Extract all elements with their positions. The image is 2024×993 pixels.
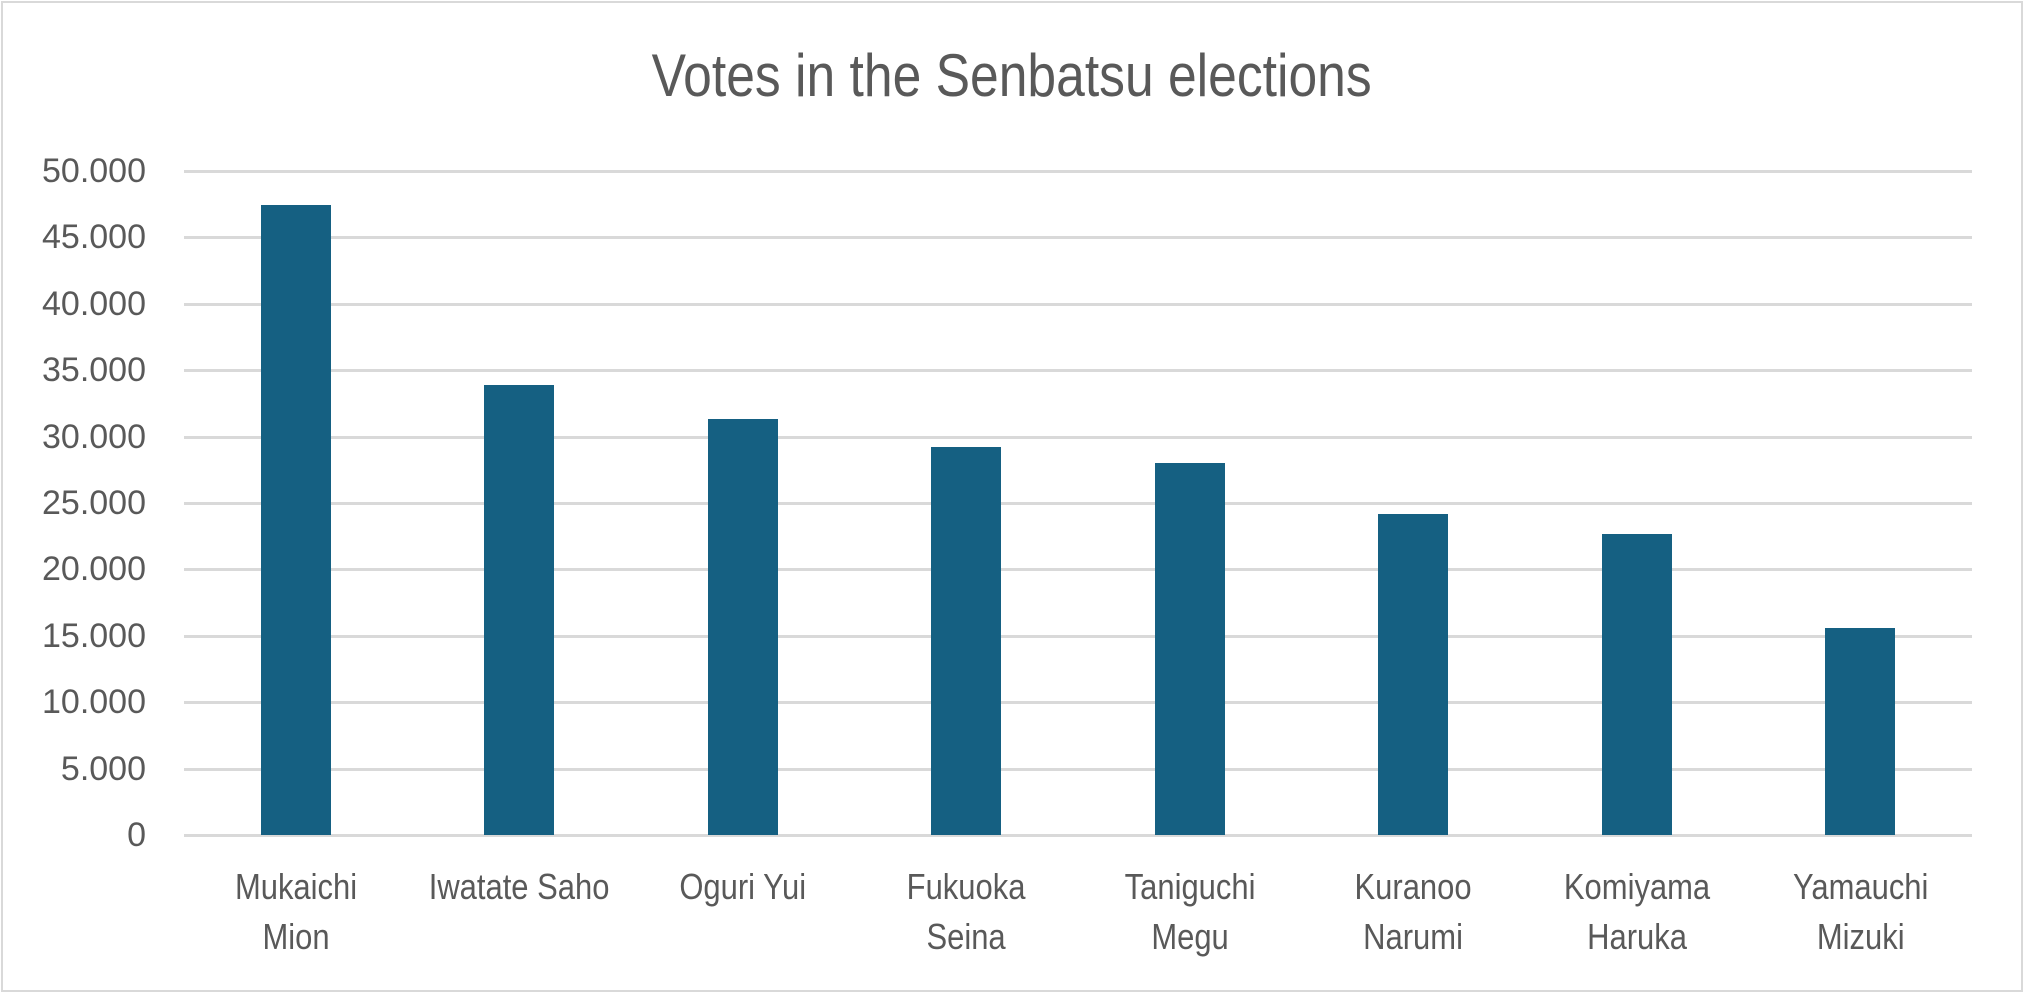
x-category-label: Kuranoo Narumi (1302, 862, 1526, 962)
x-axis-baseline (184, 834, 1972, 837)
y-tick-label: 15.000 (42, 616, 146, 655)
bar (1378, 513, 1449, 835)
gridline (184, 435, 1972, 439)
y-tick-label: 45.000 (42, 218, 146, 257)
x-axis: Mukaichi Mion Iwatate Saho Oguri Yui Fukuok… (184, 862, 1972, 972)
x-category-label: Mukaichi Mion (184, 862, 408, 962)
x-category-label-text: Yamauchi Mizuki (1792, 866, 1928, 957)
chart-title: Votes in the Senbatsu elections (0, 36, 2024, 116)
x-category-label-text: Komiyama Haruka (1563, 866, 1710, 957)
bar (707, 419, 778, 835)
gridline (184, 634, 1972, 638)
chart-title-text: Votes in the Senbatsu elections (651, 42, 1373, 109)
x-category-label-text: Kuranoo Narumi (1354, 866, 1472, 957)
gridline (184, 302, 1972, 306)
bar (931, 447, 1002, 835)
x-category-label-text: Taniguchi Megu (1124, 866, 1256, 957)
bar (1601, 533, 1672, 835)
gridline (184, 767, 1972, 771)
plot-area (184, 170, 1972, 837)
gridline (184, 568, 1972, 572)
x-category-label: Oguri Yui (631, 862, 855, 912)
x-category-label-text: Mukaichi Mion (234, 866, 357, 957)
y-tick-label: 20.000 (42, 550, 146, 589)
bar (1154, 463, 1225, 835)
gridline (184, 236, 1972, 240)
gridline (184, 170, 1972, 173)
y-tick-label: 40.000 (42, 284, 146, 323)
x-category-label-text: Fukuoka Seina (906, 866, 1026, 957)
gridline (184, 369, 1972, 373)
y-tick-label: 25.000 (42, 484, 146, 522)
x-category-label-text: Iwatate Saho (428, 866, 610, 907)
bar (484, 385, 555, 835)
x-category-label: Fukuoka Seina (855, 862, 1079, 962)
x-category-label: Iwatate Saho (408, 862, 632, 912)
bar (260, 204, 331, 835)
x-category-label: Taniguchi Megu (1078, 862, 1302, 962)
x-category-label: Yamauchi Mizuki (1749, 862, 1973, 962)
bar (1825, 627, 1896, 835)
y-axis: 0 5.000 10.000 15.000 20.000 25.000 30.000 35.0… (0, 152, 2024, 854)
y-tick-label: 50.000 (42, 152, 146, 190)
y-tick-label: 35.000 (42, 351, 146, 390)
y-tick-label: 0 (127, 816, 146, 854)
y-tick-label: 10.000 (42, 683, 146, 722)
y-tick-label: 30.000 (42, 417, 146, 456)
y-tick-label: 5.000 (60, 749, 146, 788)
x-category-label: Komiyama Haruka (1525, 862, 1749, 962)
gridline (184, 502, 1972, 505)
x-category-label-text: Oguri Yui (679, 866, 807, 907)
gridline (184, 701, 1972, 705)
